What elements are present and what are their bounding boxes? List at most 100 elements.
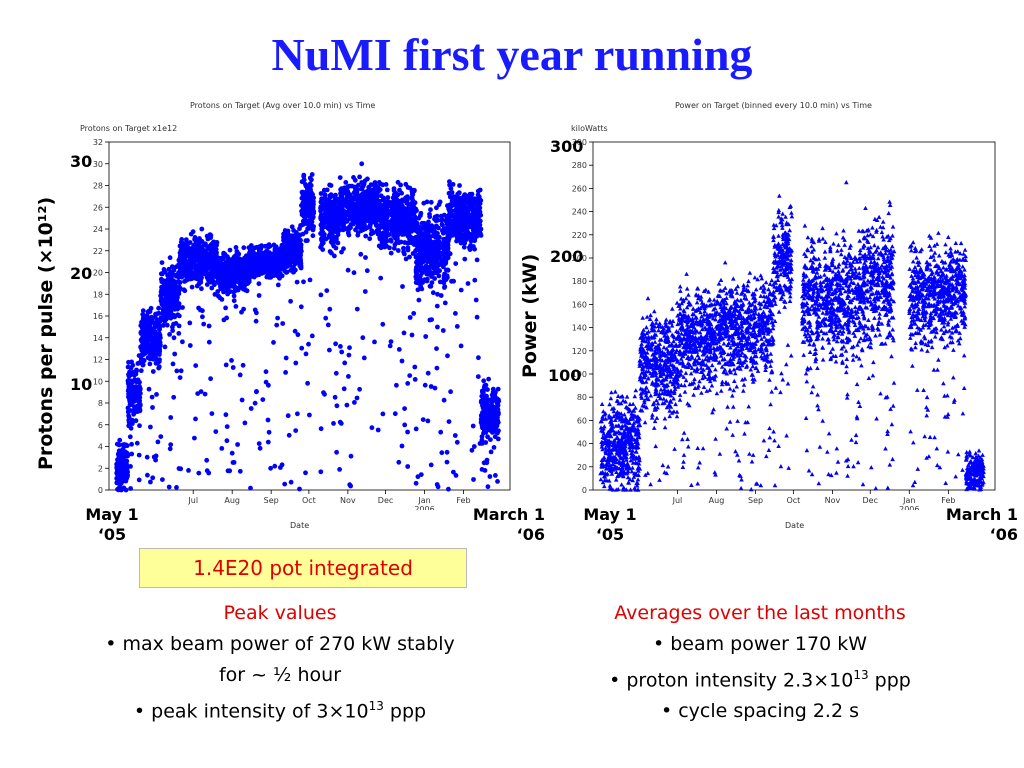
left-data-point <box>470 202 476 208</box>
left-data-point <box>331 421 336 426</box>
left-data-point <box>332 394 338 400</box>
left-data-point <box>454 219 460 225</box>
left-data-point <box>131 411 136 417</box>
left-y-tick-label: 4 <box>98 443 103 452</box>
right-data-point <box>605 430 611 435</box>
left-data-point <box>479 438 485 444</box>
left-plot-title: Protons on Target (Avg over 10.0 min) vs… <box>190 101 376 110</box>
left-data-point <box>128 486 133 491</box>
left-data-point <box>248 273 254 279</box>
left-data-point <box>133 418 139 424</box>
left-data-point <box>337 419 343 425</box>
left-data-point <box>262 255 268 261</box>
left-data-point <box>407 373 413 378</box>
right-x-tick-label: Feb <box>941 496 955 505</box>
left-data-point <box>177 285 183 291</box>
left-data-point <box>310 233 316 239</box>
left-data-point <box>318 469 324 475</box>
left-data-point <box>448 210 453 216</box>
left-data-point <box>271 265 277 271</box>
left-data-point <box>230 365 236 370</box>
left-data-point <box>322 192 328 198</box>
left-data-point <box>133 391 139 397</box>
left-data-point <box>291 228 296 233</box>
left-data-point <box>192 242 198 247</box>
left-data-point <box>442 285 447 290</box>
left-data-point <box>192 435 197 441</box>
left-data-point <box>376 180 382 185</box>
left-data-point <box>391 214 396 220</box>
right-data-point <box>615 393 621 398</box>
left-data-point <box>434 265 439 271</box>
left-data-point <box>167 271 173 277</box>
left-data-point <box>219 446 225 451</box>
right-data-point <box>611 414 617 419</box>
left-data-point <box>427 211 432 217</box>
left-data-point <box>318 426 324 432</box>
left-data-point <box>217 270 223 276</box>
left-data-point <box>270 256 276 261</box>
left-x-tick-label: 2006 <box>414 505 434 510</box>
left-data-point <box>140 308 146 314</box>
left-data-point <box>343 180 349 185</box>
left-data-point <box>150 369 156 374</box>
left-data-point <box>319 242 324 248</box>
left-data-point <box>271 259 277 265</box>
left-data-point <box>481 460 487 466</box>
right-x-tick-label: Jul <box>672 496 683 505</box>
left-data-point <box>428 270 433 275</box>
left-data-point <box>191 250 196 256</box>
left-data-point <box>191 260 196 266</box>
left-data-point <box>405 381 411 386</box>
left-data-point <box>333 370 339 376</box>
left-data-point <box>338 187 343 192</box>
left-data-point <box>198 389 204 394</box>
right-data-point <box>600 447 605 452</box>
left-data-point <box>388 339 394 344</box>
left-data-point <box>194 255 200 261</box>
left-data-point <box>299 189 305 195</box>
left-data-point <box>296 254 302 260</box>
left-data-point <box>127 434 133 440</box>
left-data-point <box>392 235 398 241</box>
left-data-point <box>362 195 367 200</box>
left-data-point <box>254 310 259 316</box>
left-data-point <box>199 269 205 275</box>
left-data-point <box>382 231 388 237</box>
left-data-point <box>216 275 222 281</box>
left-data-point <box>342 360 348 366</box>
left-data-point <box>461 238 467 244</box>
right-data-point <box>609 471 615 476</box>
left-data-point <box>282 481 288 487</box>
left-data-point <box>388 250 394 256</box>
right-data-point <box>599 439 604 444</box>
left-data-point <box>224 424 230 429</box>
left-end-date-text: March 1 ‘06 <box>472 505 545 544</box>
left-data-point <box>298 304 304 310</box>
right-y-tick-label: 40 <box>577 440 587 449</box>
right-data-point <box>621 487 626 492</box>
left-data-point <box>435 324 440 330</box>
right-data-point <box>615 398 621 404</box>
left-data-point <box>485 427 491 433</box>
left-data-point <box>438 429 444 435</box>
left-data-point <box>493 473 498 478</box>
left-data-point <box>405 240 410 246</box>
left-data-point <box>362 213 368 219</box>
left-data-point <box>196 470 202 476</box>
left-date-axis-label: Date <box>290 521 310 530</box>
left-data-point <box>335 232 341 238</box>
left-data-point <box>402 251 407 257</box>
right-data-point <box>620 450 626 455</box>
left-data-point <box>411 211 416 217</box>
left-data-point <box>115 463 121 469</box>
left-data-point <box>303 195 309 200</box>
left-data-point <box>200 308 205 314</box>
left-data-point <box>342 190 348 196</box>
left-data-point <box>184 244 190 249</box>
left-data-point <box>149 394 155 400</box>
left-data-point <box>174 292 180 298</box>
left-data-point <box>289 224 295 230</box>
left-data-point <box>458 287 464 293</box>
